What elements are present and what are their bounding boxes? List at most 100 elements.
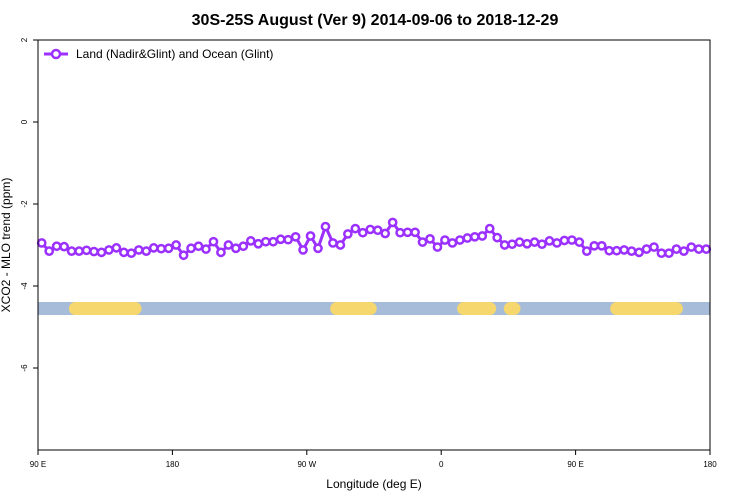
data-point [133, 245, 144, 255]
data-point [574, 237, 585, 247]
x-tick-label: 90 E [567, 460, 583, 469]
data-point [649, 242, 659, 252]
data-point [567, 235, 577, 245]
data-point [245, 236, 256, 246]
data-point [380, 228, 391, 239]
legend-entry-label: Land (Nadir&Glint) and Ocean (Glint) [76, 47, 273, 61]
data-point [589, 240, 600, 251]
data-point [484, 223, 495, 234]
data-point [552, 238, 562, 248]
data-point [253, 238, 264, 249]
y-tick-label: 0 [20, 119, 29, 124]
data-point [290, 231, 301, 242]
plot-area-frame [37, 39, 711, 451]
data-point [231, 243, 241, 254]
data-point [492, 232, 503, 243]
data-point [656, 248, 667, 259]
data-point [163, 243, 174, 254]
data-point [611, 245, 622, 256]
data-point [537, 239, 547, 250]
data-point [365, 224, 376, 235]
data-point [447, 238, 458, 248]
data-point [216, 247, 226, 258]
data-point [223, 240, 234, 250]
data-point [275, 234, 286, 245]
data-point [372, 225, 383, 236]
data-point [89, 246, 99, 257]
data-point [335, 240, 346, 250]
data-point [51, 241, 62, 252]
data-point [350, 223, 361, 234]
data-point [634, 247, 644, 258]
data-point [581, 246, 592, 256]
data-point [477, 231, 488, 241]
y-tick-label: -2 [20, 200, 29, 208]
data-point [701, 244, 712, 254]
data-point [193, 241, 204, 252]
data-point [111, 243, 122, 253]
data-point [641, 244, 652, 254]
data-point [619, 245, 629, 255]
y-tick-label: -4 [20, 282, 29, 290]
data-point [499, 240, 510, 250]
x-tick-label: 90 W [297, 460, 316, 469]
data-point [440, 235, 450, 245]
data-point [686, 242, 697, 252]
data-point [186, 243, 196, 254]
data-point [693, 244, 704, 254]
x-tick-label: 180 [166, 460, 180, 469]
y-axis: 2 0 -2 -4 -6 [20, 37, 38, 372]
data-point [395, 227, 405, 238]
data-point [66, 246, 77, 256]
data-point [522, 238, 532, 249]
data-point [171, 240, 181, 250]
data-point [201, 244, 211, 254]
data-point [313, 243, 323, 254]
data-point [671, 244, 682, 254]
data-point [208, 236, 219, 247]
series-line-group [36, 217, 712, 261]
data-point [544, 236, 555, 246]
y-axis-label: XCO2 - MLO trend (ppm) [0, 178, 13, 313]
data-point [626, 246, 637, 256]
data-point [410, 227, 420, 238]
legend-marker [50, 48, 62, 60]
x-tick-label: 180 [703, 460, 717, 469]
data-point [238, 241, 249, 252]
y-tick-label: -6 [20, 364, 29, 372]
data-point [148, 243, 159, 253]
data-point [104, 245, 114, 255]
data-point [679, 246, 689, 256]
data-point [96, 247, 107, 258]
chart-title: 30S-25S August (Ver 9) 2014-09-06 to 201… [192, 12, 559, 29]
legend: Land (Nadir&Glint) and Ocean (Glint) [44, 47, 273, 61]
data-point [298, 245, 308, 255]
x-axis: 90 E 180 90 W 0 90 E 180 [30, 450, 717, 469]
data-point [260, 236, 271, 247]
data-point [529, 237, 540, 247]
data-point [156, 243, 167, 254]
data-point [36, 238, 47, 248]
data-point [462, 233, 473, 243]
data-point [559, 235, 570, 246]
data-point [283, 234, 293, 245]
data-point [469, 231, 480, 242]
y-tick-label: 2 [20, 37, 29, 42]
data-point [328, 238, 338, 248]
data-point [596, 240, 607, 251]
data-point [357, 227, 368, 238]
data-point [268, 236, 279, 247]
data-point [320, 221, 331, 232]
x-tick-label: 0 [439, 460, 444, 469]
data-point [604, 245, 615, 256]
data-point [455, 235, 465, 245]
data-point [507, 239, 517, 250]
data-point [432, 242, 443, 252]
data-point [119, 247, 129, 258]
data-point [417, 237, 428, 247]
data-point [425, 234, 435, 244]
x-axis-label: Longitude (deg E) [326, 477, 421, 491]
data-point [59, 241, 69, 252]
data-point [402, 227, 413, 238]
